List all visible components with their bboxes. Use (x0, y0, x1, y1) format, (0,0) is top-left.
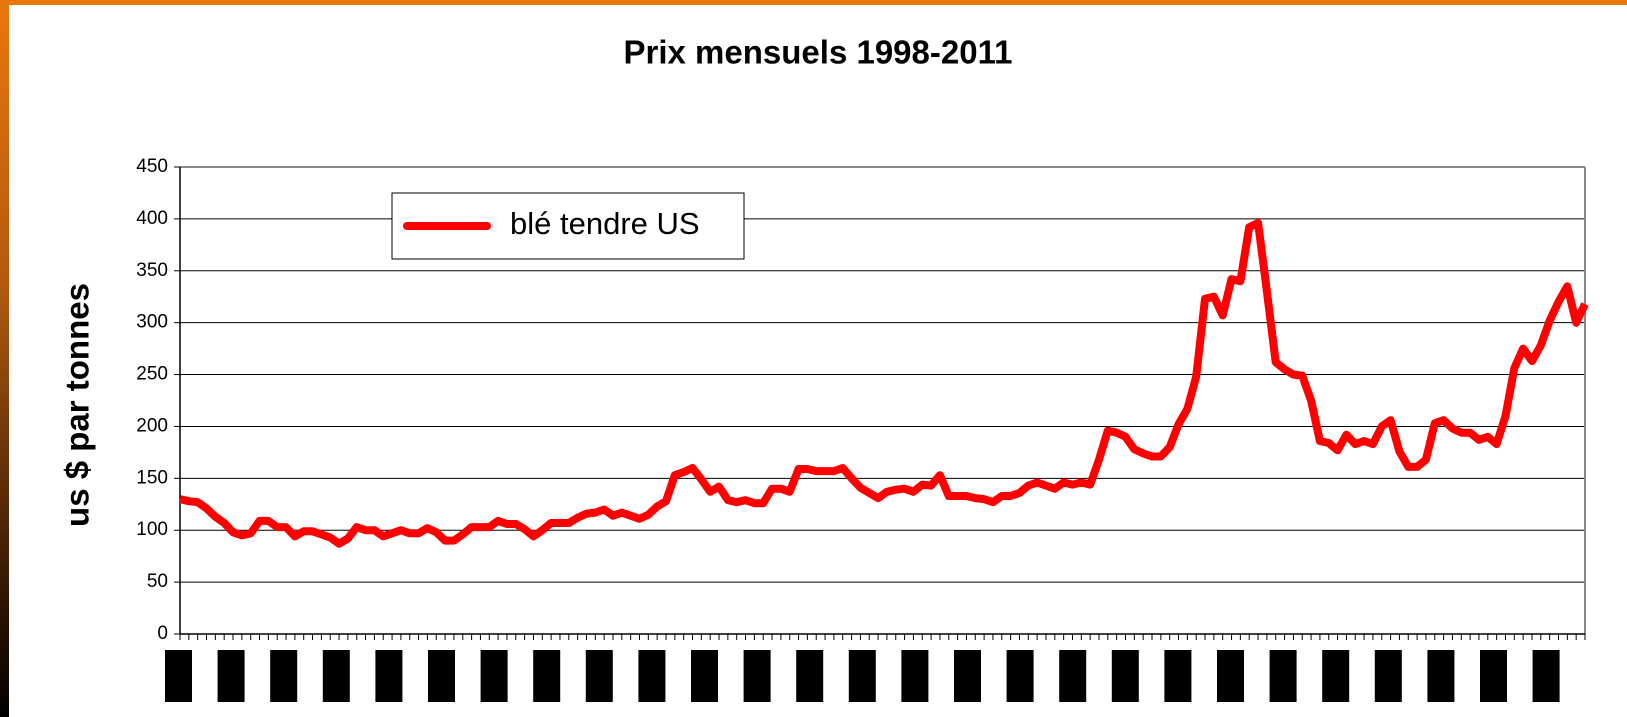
redacted-label (638, 650, 666, 702)
redacted-label (1217, 650, 1244, 702)
y-tick-label: 100 (136, 519, 168, 540)
redacted-label (480, 650, 508, 702)
redacted-label (1059, 650, 1087, 702)
y-axis-label: us $ par tonnes (59, 283, 96, 527)
panel (9, 5, 1627, 717)
redacted-label (901, 650, 929, 702)
redacted-label (217, 650, 245, 702)
chart-title: Prix mensuels 1998-2011 (624, 34, 1013, 71)
redacted-label (1111, 650, 1139, 702)
redacted-label (270, 650, 298, 702)
redacted-label (1532, 650, 1560, 702)
y-tick-label: 300 (136, 312, 168, 333)
redacted-label (533, 650, 561, 702)
redacted-label (585, 650, 613, 702)
redacted-label (1322, 650, 1350, 702)
y-tick-label: 250 (136, 364, 168, 385)
legend-label: blé tendre US (510, 206, 700, 241)
redacted-label (1164, 650, 1192, 702)
redacted-label (1374, 650, 1402, 702)
y-tick-label: 50 (147, 571, 168, 592)
redacted-label (375, 650, 403, 702)
y-tick-label: 0 (157, 623, 168, 644)
y-tick-label: 200 (136, 415, 168, 436)
redacted-label (743, 650, 771, 702)
redacted-label (954, 650, 981, 702)
redacted-label (691, 650, 718, 702)
redacted-label (165, 650, 192, 702)
redacted-label (796, 650, 824, 702)
redacted-label (1427, 650, 1455, 702)
redacted-label (1006, 650, 1034, 702)
redacted-label (428, 650, 455, 702)
redacted-label (322, 650, 350, 702)
redacted-label (1480, 650, 1507, 702)
redacted-label (848, 650, 876, 702)
y-tick-label: 450 (136, 156, 168, 177)
y-tick-label: 150 (136, 467, 168, 488)
redacted-label (1269, 650, 1297, 702)
data-line (179, 219, 1589, 548)
y-tick-label: 350 (136, 260, 168, 281)
y-tick-label: 400 (136, 208, 168, 229)
